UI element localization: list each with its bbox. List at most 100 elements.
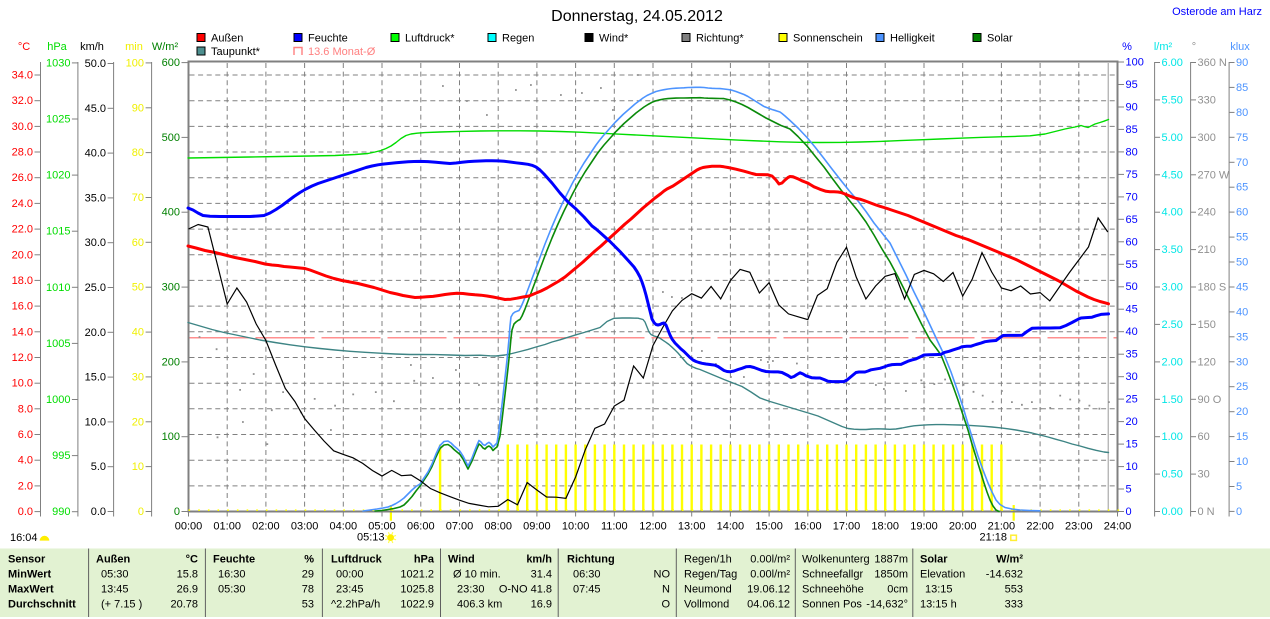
svg-text:26.9: 26.9 [177, 584, 198, 596]
svg-text:Wind: Wind [448, 554, 475, 566]
svg-text:20.0: 20.0 [85, 327, 106, 339]
svg-text:Luftdruck*: Luftdruck* [405, 33, 455, 45]
svg-text:55: 55 [1236, 232, 1248, 244]
svg-text:16.9: 16.9 [531, 599, 552, 611]
svg-text:04:00: 04:00 [330, 521, 358, 533]
svg-text:16:00: 16:00 [794, 521, 822, 533]
svg-text:Elevation: Elevation [920, 569, 965, 581]
svg-text:21:18: 21:18 [979, 532, 1007, 544]
svg-text:0.00l/m²: 0.00l/m² [750, 569, 790, 581]
svg-text:22:00: 22:00 [1026, 521, 1054, 533]
svg-text:60: 60 [132, 237, 144, 249]
svg-text:min: min [125, 41, 143, 53]
svg-text:90: 90 [1236, 57, 1248, 69]
svg-text:0: 0 [1236, 506, 1242, 518]
svg-text:-14.632: -14.632 [986, 569, 1023, 581]
svg-text:20: 20 [1126, 416, 1138, 428]
svg-text:1030: 1030 [46, 57, 70, 69]
svg-text:5: 5 [1126, 484, 1132, 496]
svg-text:400: 400 [162, 207, 180, 219]
svg-text:5.50: 5.50 [1162, 94, 1183, 106]
svg-text:78: 78 [302, 584, 314, 596]
svg-text:hPa: hPa [47, 41, 67, 53]
svg-text:1010: 1010 [46, 282, 70, 294]
svg-text:13:45: 13:45 [101, 584, 129, 596]
svg-text:Schneehöhe: Schneehöhe [802, 584, 864, 596]
svg-text:2.0: 2.0 [18, 480, 33, 492]
svg-text:2.00: 2.00 [1162, 356, 1183, 368]
svg-text:50.0: 50.0 [85, 58, 106, 70]
svg-text:Durchschnitt: Durchschnitt [8, 599, 76, 611]
svg-text:Taupunkt*: Taupunkt* [211, 46, 261, 58]
svg-text:Regen/Tag: Regen/Tag [684, 569, 737, 581]
svg-text:Sonnenschein: Sonnenschein [793, 33, 863, 45]
svg-text:(+ 7.15 ): (+ 7.15 ) [101, 599, 142, 611]
svg-text:O: O [661, 599, 670, 611]
svg-text:klux: klux [1230, 41, 1250, 53]
svg-text:80: 80 [1236, 107, 1248, 119]
svg-text:05:30: 05:30 [101, 569, 129, 581]
svg-text:N: N [662, 584, 670, 596]
svg-text:MaxWert: MaxWert [8, 584, 54, 596]
svg-text:Osterode am Harz: Osterode am Harz [1172, 6, 1262, 18]
svg-text:35: 35 [1236, 331, 1248, 343]
svg-text:^2.2hPa/h: ^2.2hPa/h [331, 599, 380, 611]
svg-text:05:13: 05:13 [357, 532, 385, 544]
svg-text:0.00l/m²: 0.00l/m² [750, 554, 790, 566]
svg-text:13.6 Monat-Ø: 13.6 Monat-Ø [308, 46, 376, 58]
svg-text:Neumond: Neumond [684, 584, 732, 596]
svg-text:0.00: 0.00 [1162, 506, 1183, 518]
svg-text:23:00: 23:00 [1065, 521, 1093, 533]
svg-text:1850m: 1850m [874, 569, 908, 581]
svg-text:75: 75 [1236, 132, 1248, 144]
svg-text:13:00: 13:00 [678, 521, 706, 533]
svg-text:31.4: 31.4 [531, 569, 552, 581]
svg-text:0.50: 0.50 [1162, 469, 1183, 481]
svg-text:09:00: 09:00 [523, 521, 551, 533]
svg-text:16:30: 16:30 [218, 569, 246, 581]
svg-text:24:00: 24:00 [1104, 521, 1132, 533]
svg-text:08:00: 08:00 [484, 521, 512, 533]
svg-text:0: 0 [138, 506, 144, 518]
svg-text:45: 45 [1236, 282, 1248, 294]
svg-text:80: 80 [1126, 146, 1138, 158]
svg-text:3.50: 3.50 [1162, 244, 1183, 256]
svg-text:600: 600 [162, 57, 180, 69]
svg-text:Wolkenunterg: Wolkenunterg [802, 554, 870, 566]
svg-text:15.8: 15.8 [177, 569, 198, 581]
svg-text:100: 100 [162, 431, 180, 443]
svg-text:1020: 1020 [46, 170, 70, 182]
svg-text:Außen: Außen [211, 33, 243, 45]
svg-text:00:00: 00:00 [336, 569, 364, 581]
svg-text:553: 553 [1005, 584, 1023, 596]
svg-text:25: 25 [1126, 394, 1138, 406]
svg-text:14.0: 14.0 [12, 326, 33, 338]
svg-text:2.50: 2.50 [1162, 319, 1183, 331]
svg-text:40: 40 [1126, 326, 1138, 338]
svg-text:Feuchte: Feuchte [308, 33, 348, 45]
svg-text:75: 75 [1126, 169, 1138, 181]
svg-text:23:45: 23:45 [336, 584, 364, 596]
svg-text:24.0: 24.0 [12, 198, 33, 210]
svg-text:1887m: 1887m [874, 554, 908, 566]
svg-text:90: 90 [132, 102, 144, 114]
svg-text:0: 0 [174, 506, 180, 518]
svg-text:90: 90 [1126, 102, 1138, 114]
svg-text:05:30: 05:30 [218, 584, 246, 596]
svg-text:0cm: 0cm [887, 584, 908, 596]
svg-text:19.06.12: 19.06.12 [747, 584, 790, 596]
svg-text:35.0: 35.0 [85, 192, 106, 204]
svg-text:35: 35 [1126, 349, 1138, 361]
svg-text:3.00: 3.00 [1162, 282, 1183, 294]
svg-text:12.0: 12.0 [12, 352, 33, 364]
svg-text:1015: 1015 [46, 226, 70, 238]
svg-text:20: 20 [132, 416, 144, 428]
svg-text:Luftdruck: Luftdruck [331, 554, 383, 566]
svg-text:34.0: 34.0 [12, 70, 33, 82]
svg-text:330: 330 [1198, 94, 1216, 106]
svg-text:23:30: 23:30 [457, 584, 485, 596]
svg-text:70: 70 [1126, 191, 1138, 203]
svg-text:50: 50 [132, 282, 144, 294]
svg-text:500: 500 [162, 132, 180, 144]
svg-text:l/m²: l/m² [1154, 41, 1173, 53]
